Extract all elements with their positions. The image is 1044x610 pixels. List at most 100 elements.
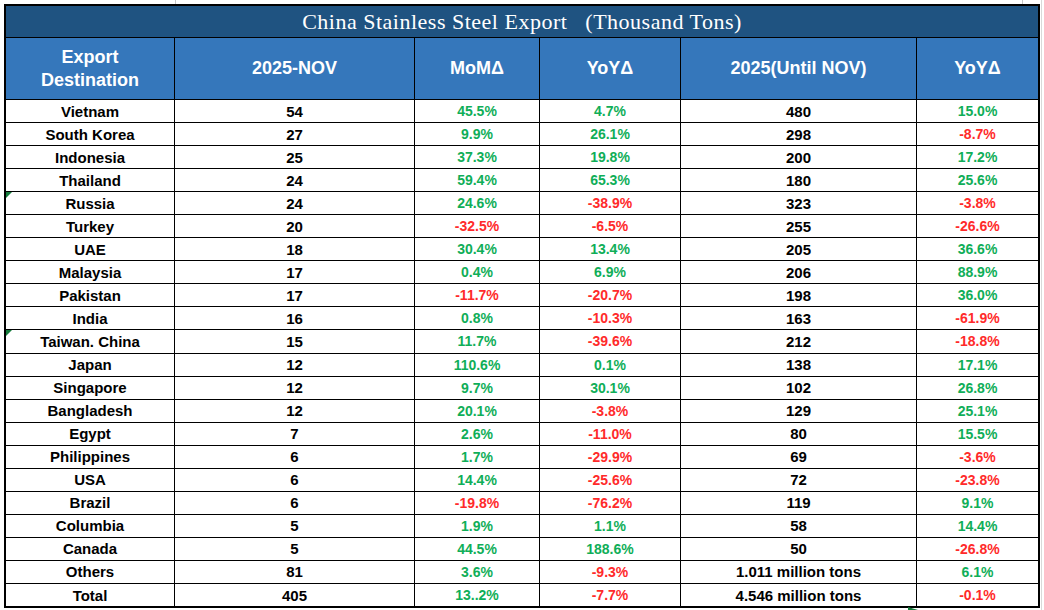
ytd-yoy-change-cell[interactable]: 88.9% (917, 261, 1038, 283)
ytd-yoy-change-cell[interactable]: 14.4% (917, 515, 1038, 537)
destination-cell[interactable]: USA (6, 469, 175, 491)
ytd-volume-cell[interactable]: 50 (681, 538, 917, 560)
yoy-change-cell[interactable]: 30.1% (540, 377, 681, 399)
yoy-change-cell[interactable]: 6.9% (540, 261, 681, 283)
nov-volume-cell[interactable]: 6 (175, 446, 415, 468)
ytd-yoy-change-cell[interactable]: 36.6% (917, 238, 1038, 260)
yoy-change-cell[interactable]: 19.8% (540, 146, 681, 168)
mom-change-cell[interactable]: 9.7% (415, 377, 540, 399)
nov-volume-cell[interactable]: 405 (175, 584, 415, 606)
nov-volume-cell[interactable]: 17 (175, 261, 415, 283)
destination-cell[interactable]: Japan (6, 354, 175, 376)
ytd-volume-cell[interactable]: 212 (681, 330, 917, 352)
ytd-volume-cell[interactable]: 480 (681, 100, 917, 122)
ytd-volume-cell[interactable]: 323 (681, 192, 917, 214)
mom-change-cell[interactable]: 59.4% (415, 169, 540, 191)
nov-volume-cell[interactable]: 6 (175, 492, 415, 514)
destination-cell[interactable]: Vietnam (6, 100, 175, 122)
yoy-change-cell[interactable]: -3.8% (540, 400, 681, 422)
ytd-volume-cell[interactable]: 129 (681, 400, 917, 422)
destination-cell[interactable]: UAE (6, 238, 175, 260)
destination-cell[interactable]: Bangladesh (6, 400, 175, 422)
yoy-change-cell[interactable]: -6.5% (540, 215, 681, 237)
destination-cell[interactable]: Brazil (6, 492, 175, 514)
destination-cell[interactable]: Taiwan. China (6, 330, 175, 352)
ytd-volume-cell[interactable]: 138 (681, 354, 917, 376)
ytd-yoy-change-cell[interactable]: 36.0% (917, 284, 1038, 306)
ytd-volume-cell[interactable]: 72 (681, 469, 917, 491)
yoy-change-cell[interactable]: 1.1% (540, 515, 681, 537)
mom-change-cell[interactable]: 44.5% (415, 538, 540, 560)
ytd-yoy-change-cell[interactable]: 17.2% (917, 146, 1038, 168)
mom-change-cell[interactable]: 13..2% (415, 584, 540, 606)
column-header-ytd-yoy-delta[interactable]: YoYΔ (917, 38, 1038, 99)
ytd-volume-cell[interactable]: 298 (681, 123, 917, 145)
destination-cell[interactable]: Malaysia (6, 261, 175, 283)
nov-volume-cell[interactable]: 16 (175, 307, 415, 329)
destination-cell[interactable]: India (6, 307, 175, 329)
mom-change-cell[interactable]: 14.4% (415, 469, 540, 491)
mom-change-cell[interactable]: 11.7% (415, 330, 540, 352)
destination-cell[interactable]: Thailand (6, 169, 175, 191)
ytd-yoy-change-cell[interactable]: -26.6% (917, 215, 1038, 237)
ytd-yoy-change-cell[interactable]: -8.7% (917, 123, 1038, 145)
yoy-change-cell[interactable]: 188.6% (540, 538, 681, 560)
nov-volume-cell[interactable]: 54 (175, 100, 415, 122)
nov-volume-cell[interactable]: 12 (175, 354, 415, 376)
ytd-volume-cell[interactable]: 206 (681, 261, 917, 283)
nov-volume-cell[interactable]: 5 (175, 515, 415, 537)
nov-volume-cell[interactable]: 15 (175, 330, 415, 352)
mom-change-cell[interactable]: 3.6% (415, 561, 540, 583)
ytd-yoy-change-cell[interactable]: -18.8% (917, 330, 1038, 352)
yoy-change-cell[interactable]: 4.7% (540, 100, 681, 122)
column-header-yoy-delta[interactable]: YoYΔ (540, 38, 681, 99)
column-header-2025-nov[interactable]: 2025-NOV (175, 38, 415, 99)
column-header-2025-until-nov[interactable]: 2025(Until NOV) (681, 38, 917, 99)
ytd-volume-cell[interactable]: 102 (681, 377, 917, 399)
ytd-yoy-change-cell[interactable]: 9.1% (917, 492, 1038, 514)
nov-volume-cell[interactable]: 6 (175, 469, 415, 491)
yoy-change-cell[interactable]: 13.4% (540, 238, 681, 260)
ytd-volume-cell[interactable]: 198 (681, 284, 917, 306)
destination-cell[interactable]: Pakistan (6, 284, 175, 306)
yoy-change-cell[interactable]: -39.6% (540, 330, 681, 352)
mom-change-cell[interactable]: 0.8% (415, 307, 540, 329)
mom-change-cell[interactable]: -32.5% (415, 215, 540, 237)
nov-volume-cell[interactable]: 25 (175, 146, 415, 168)
mom-change-cell[interactable]: 37.3% (415, 146, 540, 168)
destination-cell[interactable]: Columbia (6, 515, 175, 537)
mom-change-cell[interactable]: 24.6% (415, 192, 540, 214)
ytd-yoy-change-cell[interactable]: 15.0% (917, 100, 1038, 122)
nov-volume-cell[interactable]: 24 (175, 192, 415, 214)
ytd-volume-cell[interactable]: 1.011 million tons (681, 561, 917, 583)
destination-cell[interactable]: Singapore (6, 377, 175, 399)
mom-change-cell[interactable]: 9.9% (415, 123, 540, 145)
yoy-change-cell[interactable]: -11.0% (540, 423, 681, 445)
table-title-cell[interactable]: China Stainless Steel Export (Thousand T… (6, 6, 1038, 38)
mom-change-cell[interactable]: 2.6% (415, 423, 540, 445)
nov-volume-cell[interactable]: 5 (175, 538, 415, 560)
destination-cell[interactable]: Russia (6, 192, 175, 214)
destination-cell[interactable]: Canada (6, 538, 175, 560)
ytd-yoy-change-cell[interactable]: -23.8% (917, 469, 1038, 491)
mom-change-cell[interactable]: -11.7% (415, 284, 540, 306)
destination-cell[interactable]: Turkey (6, 215, 175, 237)
nov-volume-cell[interactable]: 7 (175, 423, 415, 445)
yoy-change-cell[interactable]: 0.1% (540, 354, 681, 376)
nov-volume-cell[interactable]: 81 (175, 561, 415, 583)
yoy-change-cell[interactable]: 26.1% (540, 123, 681, 145)
nov-volume-cell[interactable]: 20 (175, 215, 415, 237)
ytd-volume-cell[interactable]: 255 (681, 215, 917, 237)
yoy-change-cell[interactable]: -20.7% (540, 284, 681, 306)
mom-change-cell[interactable]: 0.4% (415, 261, 540, 283)
ytd-volume-cell[interactable]: 58 (681, 515, 917, 537)
destination-cell[interactable]: Indonesia (6, 146, 175, 168)
mom-change-cell[interactable]: 1.9% (415, 515, 540, 537)
yoy-change-cell[interactable]: -76.2% (540, 492, 681, 514)
mom-change-cell[interactable]: -19.8% (415, 492, 540, 514)
mom-change-cell[interactable]: 110.6% (415, 354, 540, 376)
ytd-yoy-change-cell[interactable]: -0.1% (917, 584, 1038, 606)
yoy-change-cell[interactable]: -29.9% (540, 446, 681, 468)
ytd-volume-cell[interactable]: 119 (681, 492, 917, 514)
destination-cell[interactable]: Egypt (6, 423, 175, 445)
